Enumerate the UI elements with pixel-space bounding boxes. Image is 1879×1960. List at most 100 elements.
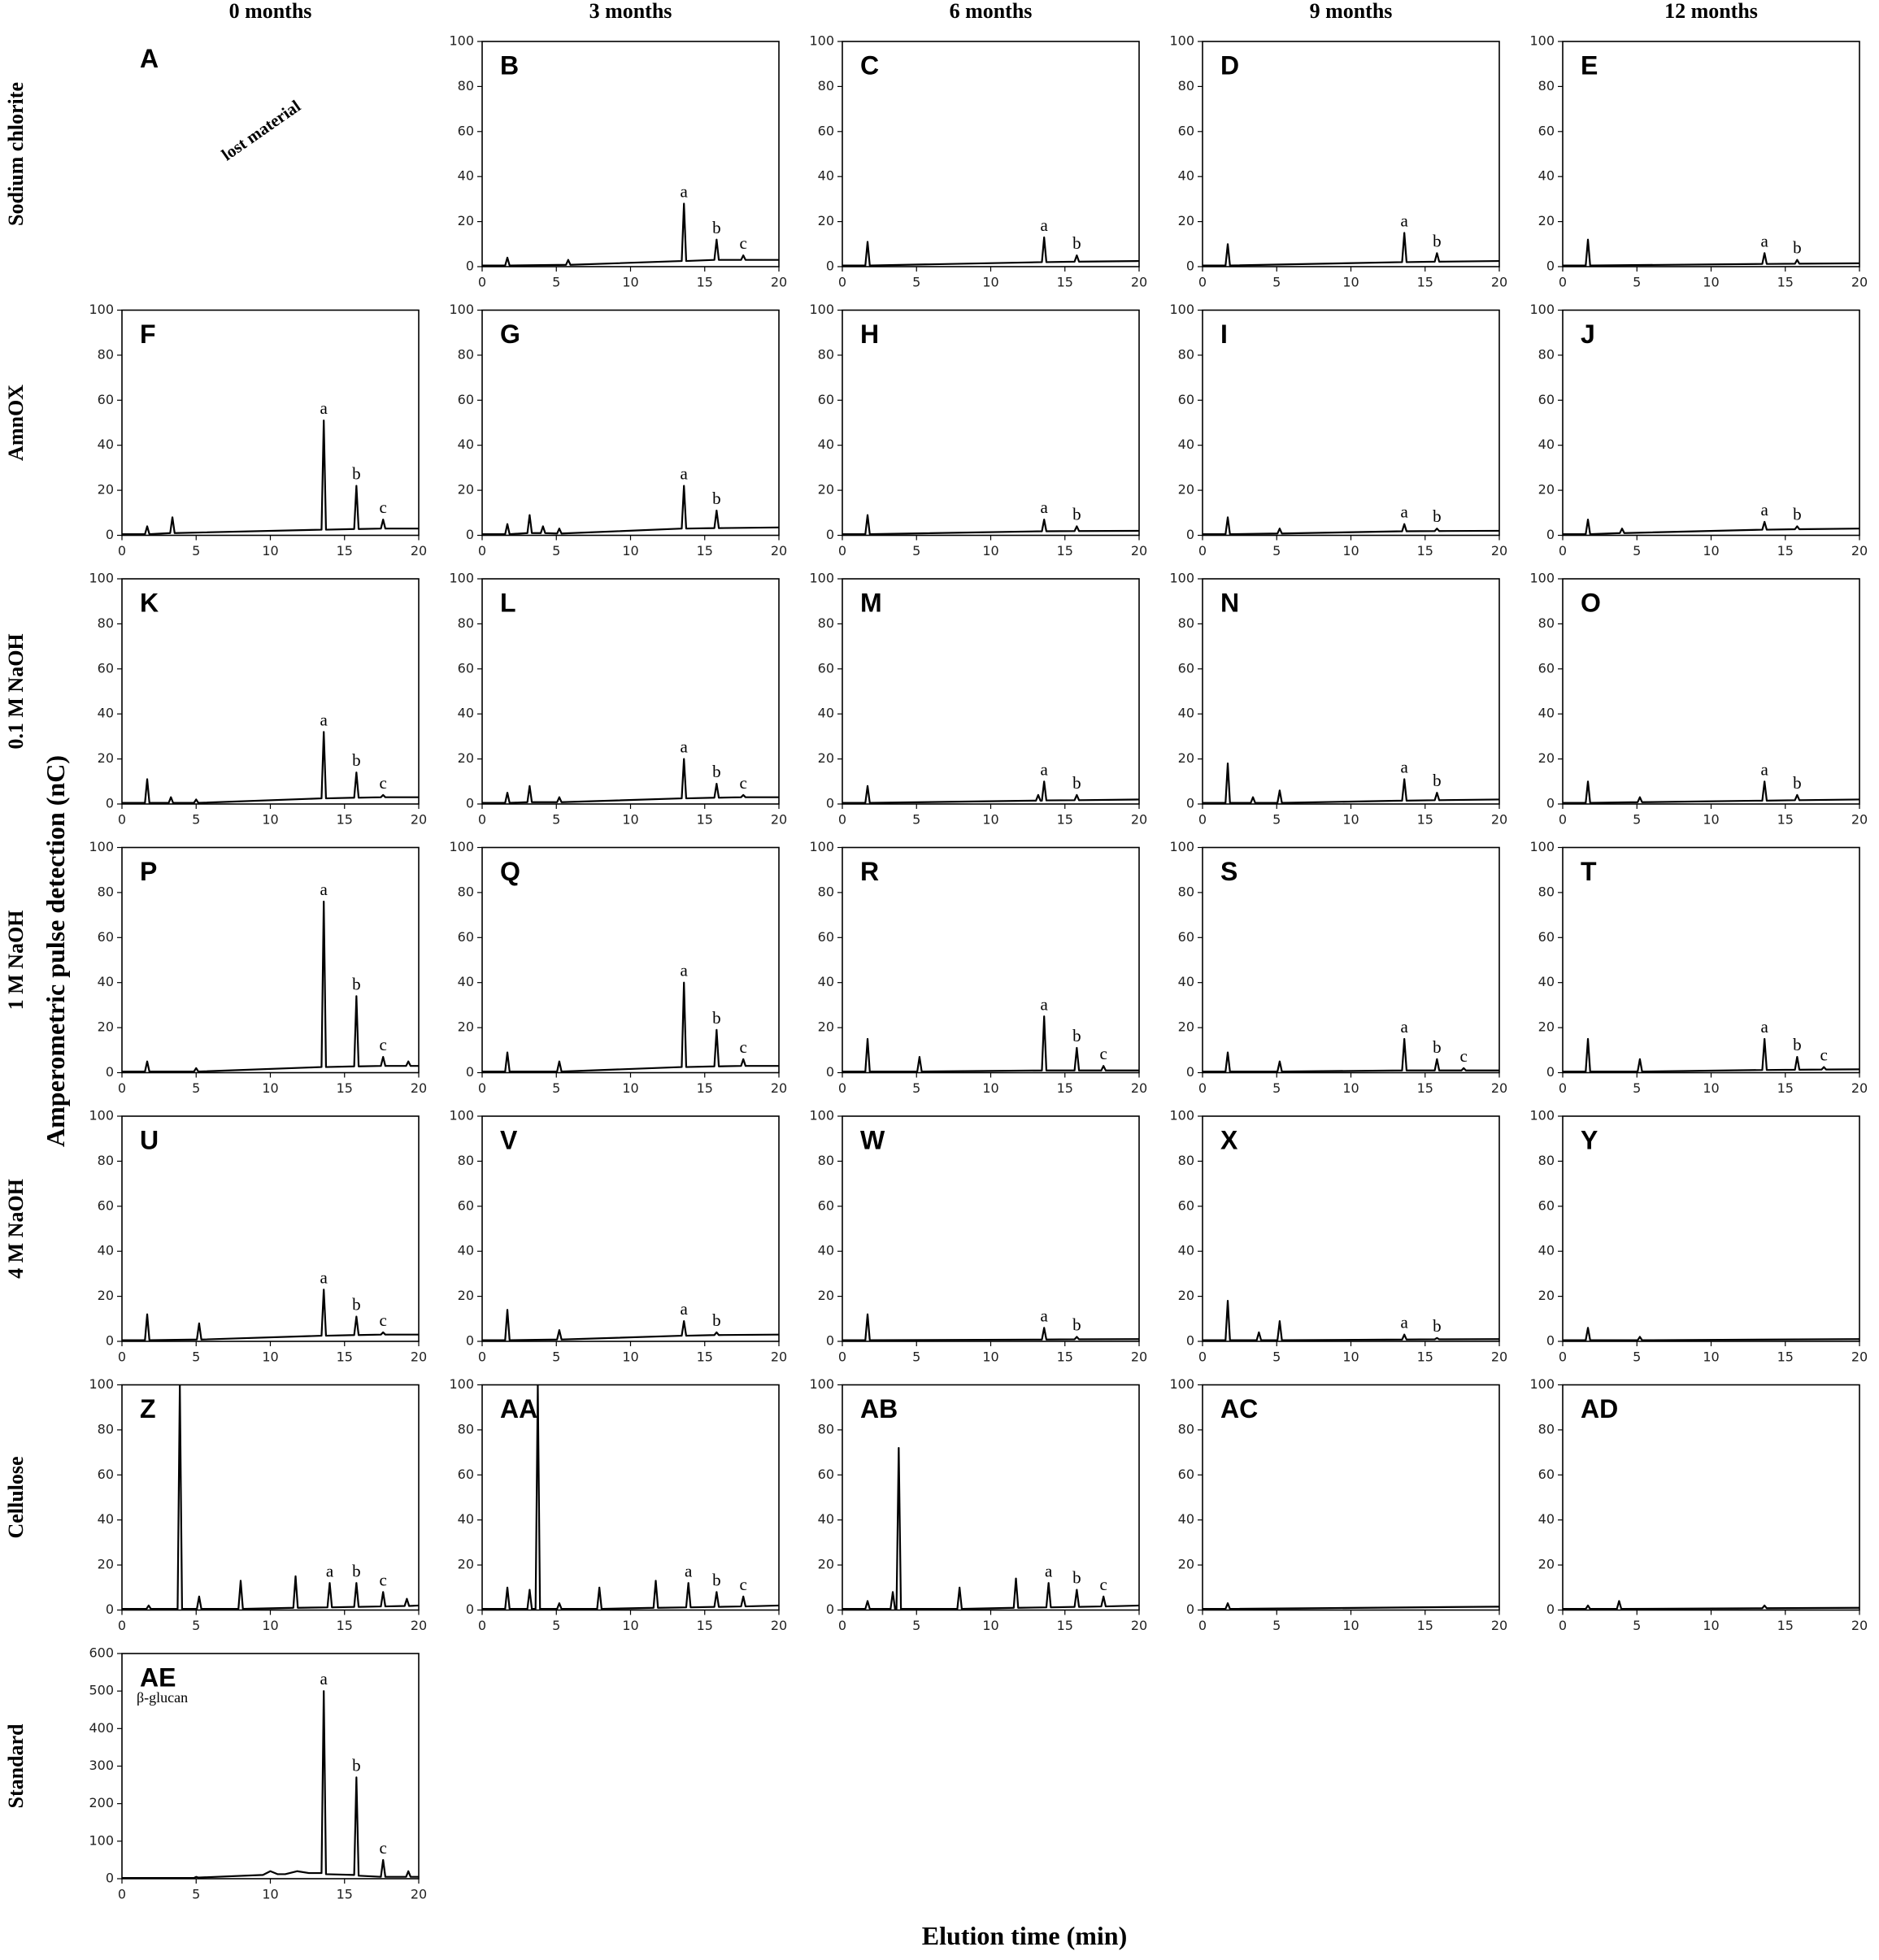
peak-label: a xyxy=(681,464,689,484)
x-tick-label: 15 xyxy=(697,543,713,558)
y-tick-label: 500 xyxy=(89,1683,114,1698)
x-tick-label: 10 xyxy=(982,275,998,290)
panel-letter: D xyxy=(1220,50,1239,80)
y-tick-label: 80 xyxy=(1538,1421,1555,1436)
chromatogram-line xyxy=(1203,516,1499,536)
y-tick-label: 40 xyxy=(458,706,474,721)
peak-label: c xyxy=(1100,1575,1107,1594)
x-tick-label: 20 xyxy=(411,543,427,558)
x-tick-label: 10 xyxy=(622,1349,638,1365)
y-tick-label: 100 xyxy=(1529,571,1555,586)
panel-letter: R xyxy=(860,857,879,886)
peak-label: c xyxy=(380,773,387,793)
y-tick-label: 40 xyxy=(98,706,114,721)
x-tick-label: 10 xyxy=(1703,275,1719,290)
y-tick-label: 80 xyxy=(458,1153,474,1168)
peak-label: b xyxy=(1072,504,1081,524)
column-header: 9 months xyxy=(1310,0,1393,23)
y-tick-label: 60 xyxy=(1178,392,1194,407)
x-tick-label: 5 xyxy=(1633,1080,1641,1096)
x-tick-label: 20 xyxy=(1851,275,1868,290)
y-tick-label: 40 xyxy=(1538,974,1555,989)
peak-label: b xyxy=(352,1755,361,1775)
y-tick-label: 80 xyxy=(1178,615,1194,631)
y-tick-label: 80 xyxy=(818,1421,834,1436)
column-header: 6 months xyxy=(950,0,1033,23)
row-label: 1 M NaOH xyxy=(4,910,28,1010)
peak-label: a xyxy=(1041,1306,1049,1325)
x-tick-label: 10 xyxy=(622,1618,638,1633)
chromatogram-line xyxy=(122,1289,419,1341)
x-tick-label: 0 xyxy=(478,1080,486,1096)
x-tick-label: 20 xyxy=(1491,543,1507,558)
y-tick-label: 20 xyxy=(98,1019,114,1035)
y-tick-label: 200 xyxy=(89,1795,114,1810)
x-tick-label: 20 xyxy=(1851,1080,1868,1096)
peak-label: a xyxy=(1401,502,1409,522)
y-tick-label: 80 xyxy=(1538,78,1555,93)
y-tick-label: 100 xyxy=(1169,571,1194,586)
y-tick-label: 100 xyxy=(89,839,114,854)
x-tick-label: 5 xyxy=(192,1080,200,1096)
y-tick-label: 0 xyxy=(1546,1333,1555,1349)
x-tick-label: 10 xyxy=(262,1887,278,1902)
y-tick-label: 0 xyxy=(826,1601,834,1617)
y-tick-label: 60 xyxy=(1178,1197,1194,1213)
y-tick-label: 80 xyxy=(1538,346,1555,362)
peak-label: c xyxy=(380,1310,387,1330)
y-tick-label: 60 xyxy=(1178,660,1194,676)
y-tick-label: 40 xyxy=(1538,706,1555,721)
chromatogram-line xyxy=(1563,238,1859,267)
x-tick-label: 20 xyxy=(1851,1618,1868,1633)
peak-label: a xyxy=(681,737,689,757)
y-tick-label: 0 xyxy=(1186,259,1194,274)
y-tick-label: 80 xyxy=(1538,1153,1555,1168)
x-tick-label: 15 xyxy=(1417,812,1433,828)
peak-label: a xyxy=(320,880,328,899)
y-tick-label: 40 xyxy=(458,1511,474,1527)
y-tick-label: 40 xyxy=(1538,168,1555,184)
x-tick-label: 0 xyxy=(1559,1618,1567,1633)
y-tick-label: 60 xyxy=(1538,123,1555,138)
peak-label: b xyxy=(712,762,721,781)
y-tick-label: 0 xyxy=(466,527,474,542)
x-tick-label: 10 xyxy=(1703,543,1719,558)
y-tick-label: 60 xyxy=(818,929,834,945)
y-tick-label: 80 xyxy=(98,884,114,899)
peak-label: a xyxy=(685,1561,693,1580)
panel-letter: K xyxy=(140,588,159,617)
chromatogram-line xyxy=(482,485,779,536)
peak-label: c xyxy=(740,1575,747,1594)
peak-label: a xyxy=(681,181,689,201)
x-tick-label: 0 xyxy=(118,1349,126,1365)
y-tick-label: 40 xyxy=(458,168,474,184)
peak-label: c xyxy=(740,773,747,793)
y-tick-label: 20 xyxy=(458,1288,474,1303)
peak-label: b xyxy=(712,1008,721,1028)
x-tick-label: 15 xyxy=(1057,812,1073,828)
y-tick-label: 40 xyxy=(1178,1243,1194,1258)
y-tick-label: 80 xyxy=(458,1421,474,1436)
peak-label: b xyxy=(1072,1026,1081,1045)
y-tick-label: 40 xyxy=(98,1243,114,1258)
x-tick-label: 20 xyxy=(1851,1349,1868,1365)
y-tick-label: 40 xyxy=(98,437,114,452)
panel-letter: B xyxy=(500,50,519,80)
y-tick-label: 100 xyxy=(1169,1376,1194,1392)
y-tick-label: 40 xyxy=(818,1511,834,1527)
plot-frame xyxy=(842,578,1140,805)
x-tick-label: 5 xyxy=(1272,543,1281,558)
x-tick-label: 20 xyxy=(1491,1349,1507,1365)
y-tick-label: 20 xyxy=(98,482,114,498)
plot-frame xyxy=(1202,41,1500,267)
peak-label: b xyxy=(1793,504,1802,524)
x-tick-label: 15 xyxy=(1057,1618,1073,1633)
peak-label: c xyxy=(380,498,387,517)
peak-label: b xyxy=(1433,231,1442,250)
plot-frame xyxy=(1202,578,1500,805)
x-tick-label: 5 xyxy=(192,1618,200,1633)
panel-letter: AA xyxy=(500,1394,537,1423)
y-tick-label: 20 xyxy=(818,1019,834,1035)
x-tick-label: 20 xyxy=(1491,1618,1507,1633)
x-tick-label: 15 xyxy=(337,1618,353,1633)
